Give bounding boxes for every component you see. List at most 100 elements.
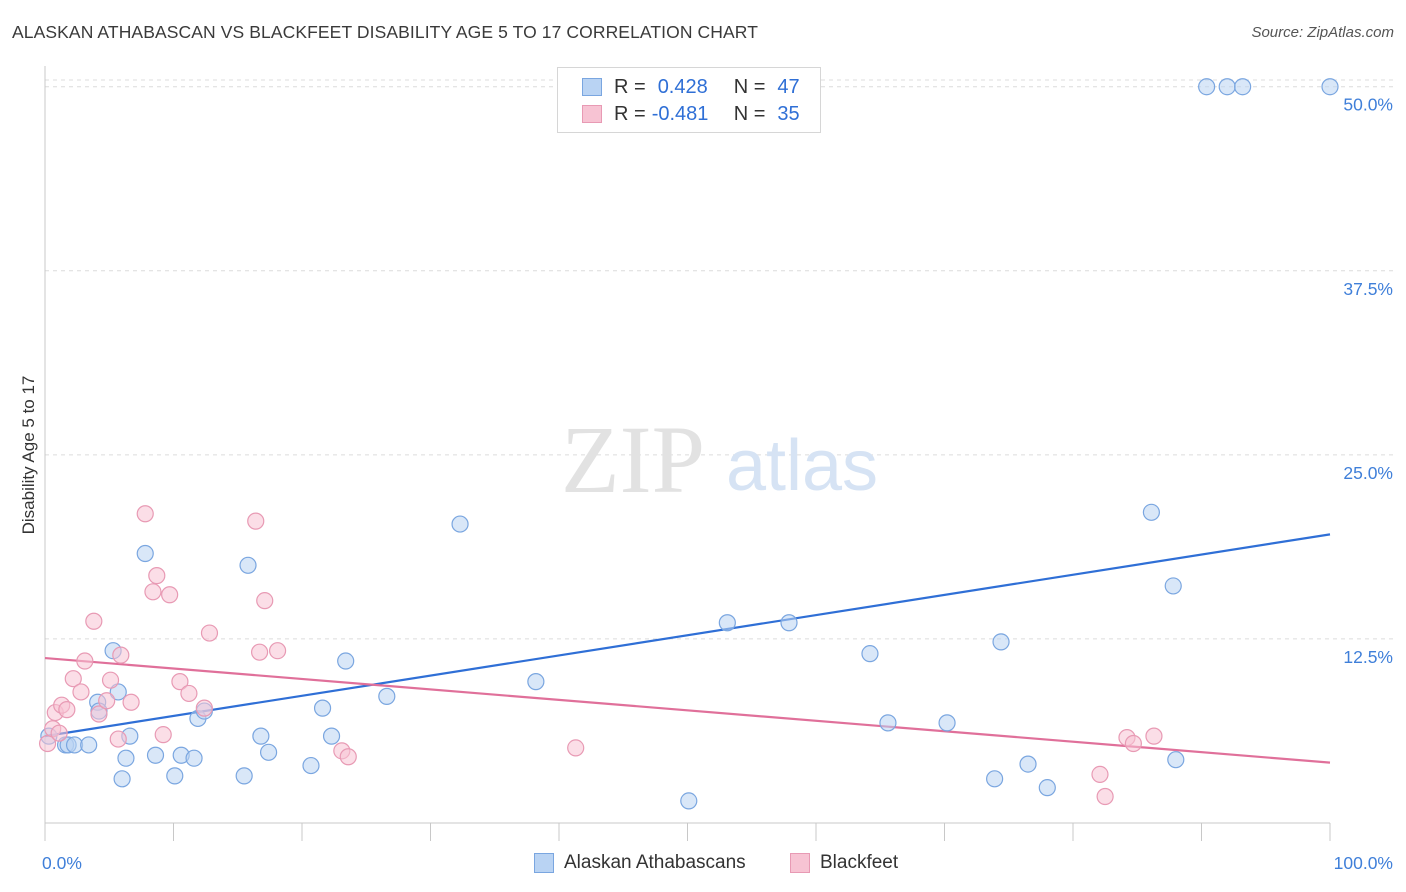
blackfeet-point	[567, 739, 585, 757]
blackfeet-point	[58, 701, 76, 719]
blackfeet-point	[1124, 734, 1142, 753]
axes: 12.5% 25.0% 37.5% 50.0% 0.0% 100.0%	[42, 66, 1393, 873]
alaskan-athabascan-point	[235, 767, 253, 785]
source-credit: Source: ZipAtlas.com	[1251, 24, 1394, 41]
pink-swatch	[790, 853, 810, 873]
r-value: -0.481	[651, 102, 709, 125]
alaskan-athabascan-point	[1038, 779, 1056, 797]
blackfeet-point	[1096, 787, 1114, 806]
blackfeet-point	[148, 567, 166, 585]
stats-legend-row-blue: R = 0.428 N = 47	[582, 75, 800, 99]
n-value: 47	[777, 75, 800, 98]
r-value: 0.428	[657, 75, 708, 98]
blackfeet-point	[122, 693, 140, 711]
alaskan-athabascan-point	[185, 749, 203, 767]
y-tick-label: 50.0%	[1343, 95, 1393, 115]
alaskan-athabascan-point	[322, 727, 341, 745]
blackfeet-point	[154, 726, 172, 744]
trendlines	[44, 533, 1331, 764]
legend-label: Alaskan Athabascans	[564, 852, 746, 873]
blackfeet-point	[98, 692, 116, 710]
alaskan-athabascan-point	[252, 727, 270, 745]
blackfeet-point	[171, 673, 189, 691]
blackfeet-point	[50, 724, 68, 742]
blackfeet-trendline	[44, 656, 1331, 764]
blackfeet-point	[109, 730, 127, 748]
legend-item-alaskan-athabascans: Alaskan Athabascans	[534, 852, 746, 874]
alaskan-athabascan-point	[780, 614, 798, 632]
blackfeet-point	[180, 684, 198, 703]
alaskan-athabascan-trendline	[44, 533, 1331, 738]
alaskan-athabascan-point	[337, 652, 355, 670]
alaskan-athabascan-point	[938, 714, 956, 732]
alaskan-athabascan-point	[302, 756, 320, 775]
alaskan-athabascan-point	[1198, 78, 1216, 96]
alaskan-athabascan-point	[117, 749, 135, 767]
blackfeet-point	[76, 652, 94, 670]
alaskan-athabascan-point	[146, 746, 165, 764]
alaskan-athabascan-point	[861, 645, 879, 663]
alaskan-athabascan-point	[1321, 78, 1339, 96]
blackfeet-point	[136, 505, 154, 523]
y-tick-label: 25.0%	[1343, 463, 1393, 483]
alaskan-athabascan-point	[1167, 751, 1185, 769]
alaskan-athabascan-point	[166, 767, 184, 785]
watermark-zip: ZIP	[561, 406, 705, 513]
blackfeet-point	[1145, 727, 1163, 745]
stats-legend-row-pink: R = -0.481 N = 35	[582, 102, 800, 126]
alaskan-athabascan-point	[451, 515, 469, 533]
alaskan-athabascan-point	[718, 614, 736, 632]
blackfeet-point	[85, 612, 103, 630]
n-value: 35	[777, 102, 800, 125]
x-tick-label: 0.0%	[42, 853, 82, 873]
x-tick-label: 100.0%	[1334, 853, 1393, 873]
watermark: ZIP atlas	[561, 406, 878, 513]
blackfeet-point	[101, 671, 120, 689]
alaskan-athabascan-point	[136, 544, 154, 563]
blackfeet-point	[112, 646, 130, 664]
alaskan-athabascan-point	[986, 770, 1004, 788]
blackfeet-point	[250, 643, 269, 661]
alaskan-athabascan-point	[527, 673, 545, 691]
blackfeet-point	[144, 583, 162, 601]
blackfeet-point	[1091, 765, 1109, 784]
data-points	[38, 78, 1339, 810]
pink-swatch	[582, 105, 602, 123]
blackfeet-point	[64, 670, 82, 688]
stats-legend: R = 0.428 N = 47 R = -0.481 N = 35	[557, 67, 821, 133]
r-label: R =	[614, 75, 646, 98]
legend-item-blackfeet: Blackfeet	[790, 852, 898, 874]
chart-title: ALASKAN ATHABASCAN VS BLACKFEET DISABILI…	[12, 22, 759, 42]
alaskan-athabascan-point	[378, 687, 396, 705]
alaskan-athabascan-point	[1142, 503, 1160, 521]
alaskan-athabascan-point	[680, 792, 698, 810]
legend-label: Blackfeet	[820, 852, 899, 873]
n-label: N =	[733, 75, 766, 98]
blackfeet-point	[339, 748, 357, 766]
blackfeet-point	[195, 699, 213, 717]
alaskan-athabascan-point	[259, 743, 278, 761]
blue-swatch	[534, 853, 554, 873]
y-tick-label: 37.5%	[1343, 279, 1393, 299]
blackfeet-point	[200, 624, 219, 642]
y-axis-label: Disability Age 5 to 17	[19, 376, 38, 535]
blackfeet-point	[72, 683, 90, 701]
blackfeet-point	[268, 642, 287, 660]
alaskan-athabascan-point	[1164, 577, 1182, 595]
r-label: R =	[614, 102, 646, 125]
blackfeet-point	[247, 512, 265, 530]
alaskan-athabascan-point	[313, 699, 332, 717]
alaskan-athabascan-point	[992, 633, 1010, 651]
series-legend: Alaskan Athabascans Blackfeet	[0, 852, 1406, 878]
alaskan-athabascan-point	[879, 714, 897, 732]
blue-swatch	[582, 78, 602, 96]
watermark-atlas: atlas	[726, 426, 878, 506]
alaskan-athabascan-point	[1234, 78, 1252, 96]
alaskan-athabascan-point	[1019, 755, 1037, 773]
alaskan-athabascan-point	[1218, 78, 1236, 96]
n-label: N =	[733, 102, 766, 125]
blackfeet-point	[161, 586, 179, 604]
alaskan-athabascan-point	[239, 556, 257, 574]
alaskan-athabascan-point	[80, 736, 98, 754]
